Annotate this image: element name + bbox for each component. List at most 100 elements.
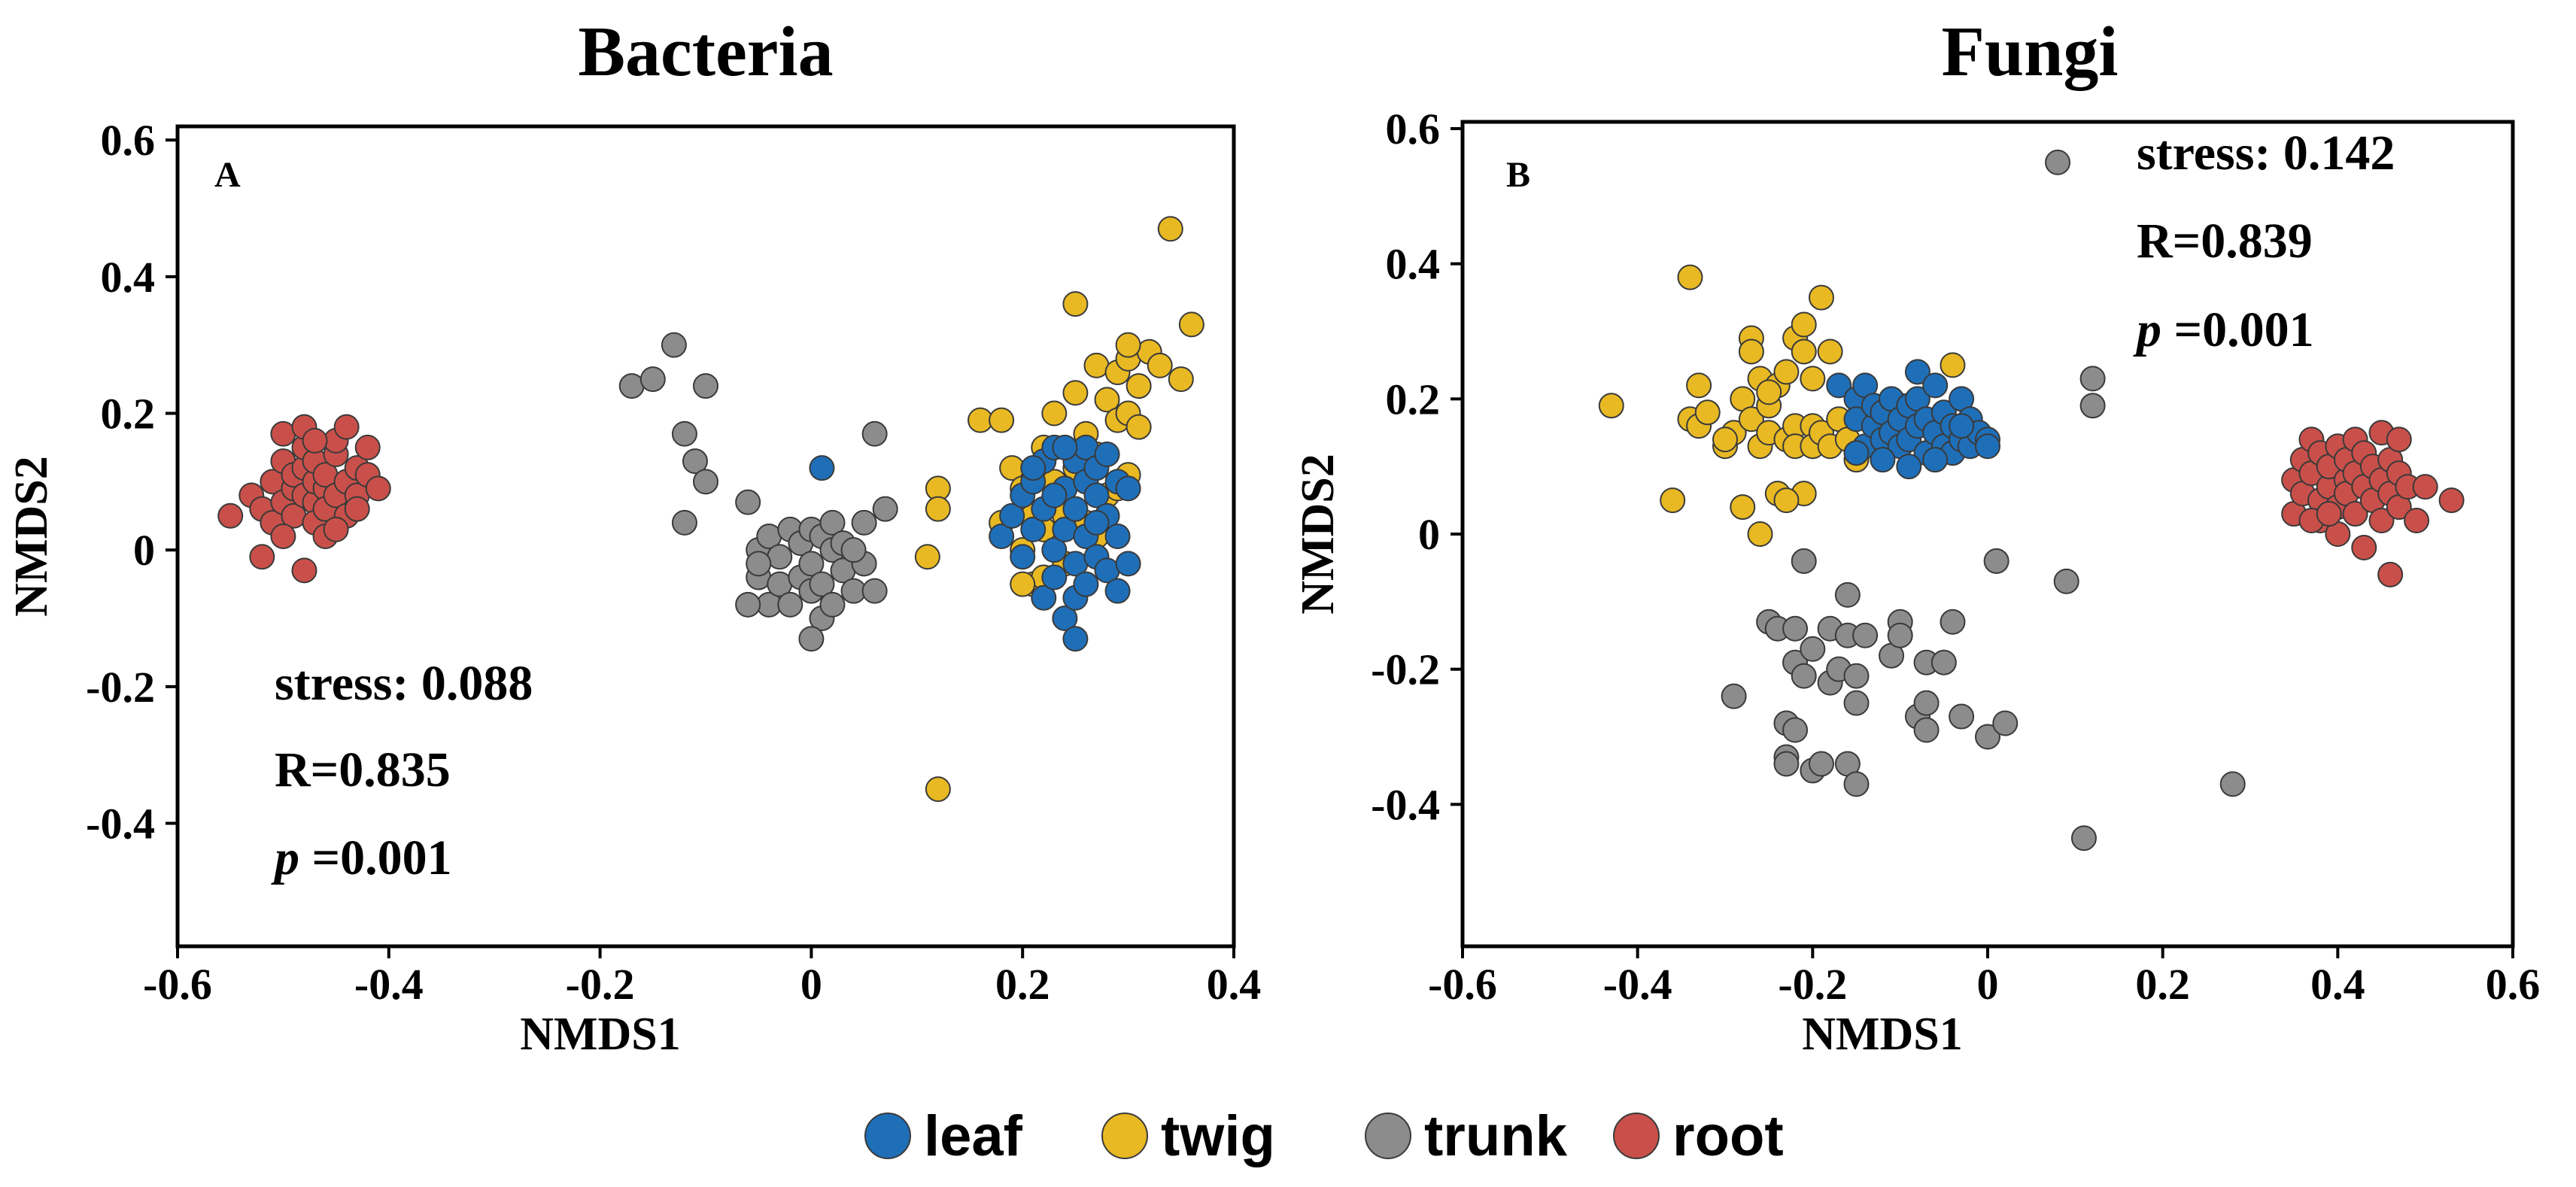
series-root [2281, 420, 2465, 587]
point-root [291, 557, 317, 584]
point-twig [1686, 372, 1712, 399]
point-trunk [767, 544, 793, 570]
point-leaf [1010, 544, 1036, 570]
point-twig [1747, 521, 1773, 547]
point-trunk [861, 420, 888, 447]
point-trunk [1791, 548, 1817, 574]
series-root [217, 414, 391, 584]
y-tick-label: -0.2 [1371, 645, 1440, 694]
point-trunk [1887, 622, 1913, 648]
point-leaf [1083, 482, 1110, 508]
point-leaf [1843, 440, 1870, 466]
point-twig [1800, 366, 1826, 392]
point-root [2368, 508, 2395, 534]
point-leaf [989, 524, 1015, 549]
legend: leaf twig trunk root [864, 1104, 1784, 1168]
point-trunk [1983, 548, 2009, 574]
point-trunk [693, 373, 718, 399]
point-twig [989, 407, 1015, 433]
panel-b: Fungi -0.6 -0.4 -0.2 0 0.2 0.4 0.6 -0.4 -0.2 0 0.2 0… [1293, 13, 2540, 1060]
point-trunk [639, 366, 666, 393]
point-root [2386, 427, 2412, 453]
point-trunk [798, 551, 825, 577]
point-twig [1115, 332, 1141, 358]
point-twig [914, 544, 940, 570]
point-twig [1010, 571, 1036, 597]
point-twig [1147, 352, 1173, 378]
chart-title: Fungi [1941, 13, 2118, 91]
point-trunk [735, 591, 761, 618]
point-trunk [1843, 663, 1870, 689]
point-leaf [1104, 578, 1131, 604]
legend-marker-leaf [864, 1113, 911, 1159]
x-tick-label: 0.4 [2310, 960, 2365, 1009]
x-axis-label: NMDS1 [520, 1009, 681, 1060]
x-tick-label: 0 [800, 960, 822, 1009]
point-leaf [1896, 454, 1922, 480]
point-twig [1083, 352, 1110, 378]
point-trunk [2079, 366, 2106, 392]
point-root [2377, 561, 2404, 587]
point-trunk [1930, 649, 1957, 675]
point-twig [1178, 311, 1204, 338]
y-tick-label: -0.4 [86, 800, 155, 849]
x-tick-label: 0 [1977, 960, 1999, 1009]
point-leaf [1073, 571, 1099, 597]
y-axis-label: NMDS2 [6, 456, 57, 617]
p-symbol: p [2133, 302, 2161, 357]
chart-title: Bacteria [578, 13, 833, 91]
point-leaf [1922, 372, 1949, 399]
point-root [323, 516, 349, 542]
y-tick-label: 0.6 [101, 116, 156, 165]
point-root [270, 420, 296, 447]
point-trunk [735, 489, 761, 515]
point-trunk [1975, 724, 2000, 750]
point-leaf [1975, 433, 2000, 460]
point-twig [1791, 311, 1817, 338]
point-twig [1773, 359, 1800, 385]
point-twig [1817, 338, 1843, 365]
point-root [2412, 474, 2438, 500]
point-leaf [1031, 584, 1057, 611]
point-twig [1738, 338, 1764, 365]
point-trunk [1808, 751, 1834, 777]
panel-label: A [214, 155, 241, 195]
point-trunk [2070, 825, 2097, 852]
y-axis-label: NMDS2 [1293, 454, 1344, 615]
x-tick-label: -0.6 [1428, 960, 1497, 1009]
r-text: R=0.835 [275, 742, 451, 797]
p-value: =0.001 [2161, 302, 2314, 357]
point-root [270, 524, 296, 549]
point-leaf [1052, 606, 1078, 631]
point-leaf [1062, 626, 1089, 652]
x-tick-label: 0.6 [2486, 960, 2541, 1009]
point-twig [1168, 366, 1194, 393]
plot-frame [1460, 120, 2515, 949]
point-trunk [1721, 683, 1747, 709]
point-trunk [809, 571, 835, 597]
point-root [344, 496, 370, 522]
point-leaf [1041, 537, 1068, 563]
series-twig [914, 216, 1204, 803]
point-twig [1694, 399, 1721, 426]
point-root [217, 502, 244, 529]
x-tick-label: 0.4 [1207, 960, 1262, 1009]
point-root [2404, 508, 2430, 534]
x-tick-label: -0.2 [1778, 960, 1847, 1009]
y-tick-label: 0.4 [1386, 240, 1441, 289]
point-leaf [1041, 564, 1068, 590]
point-leaf [809, 455, 835, 481]
panel-label: B [1506, 155, 1530, 195]
plot-frame [175, 124, 1236, 949]
legend-label-root: root [1672, 1104, 1784, 1168]
series-trunk [1721, 149, 2246, 852]
point-twig [1808, 284, 1834, 311]
point-root [365, 475, 391, 502]
point-leaf [1062, 496, 1089, 522]
point-trunk [1852, 622, 1879, 648]
point-twig [1677, 264, 1703, 290]
point-twig [1125, 373, 1152, 399]
point-trunk [1843, 690, 1870, 716]
point-leaf [1094, 442, 1120, 467]
point-twig [1157, 216, 1183, 242]
